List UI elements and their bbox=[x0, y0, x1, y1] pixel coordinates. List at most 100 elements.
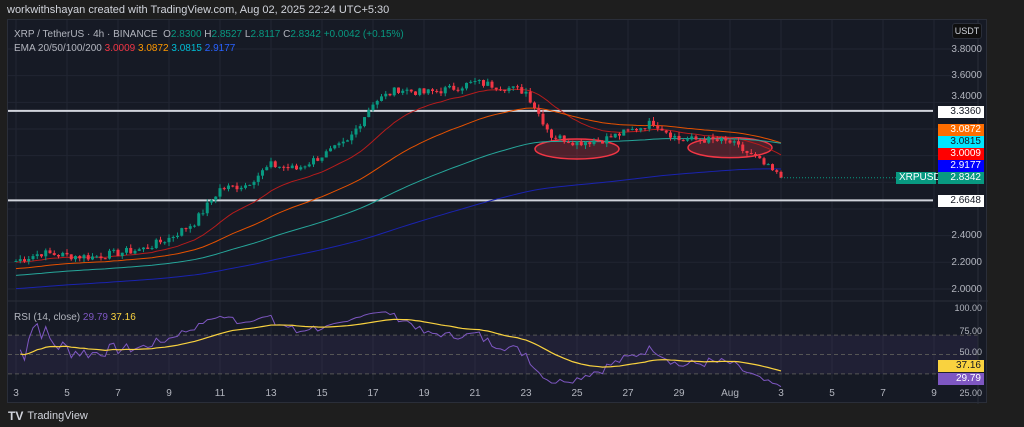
candle bbox=[771, 164, 774, 171]
candle bbox=[741, 144, 745, 151]
candle bbox=[350, 134, 354, 141]
candle bbox=[69, 254, 73, 260]
candle bbox=[605, 136, 609, 144]
ema100-price-tag: 3.0815 bbox=[938, 136, 984, 148]
candle bbox=[95, 256, 99, 258]
candle bbox=[469, 81, 473, 83]
candle bbox=[775, 170, 779, 172]
candle bbox=[316, 158, 320, 161]
ema200-price-tag: 2.9177 bbox=[938, 160, 984, 172]
candle bbox=[65, 252, 69, 255]
rsi-axis-label: 100.00 bbox=[954, 303, 982, 313]
candle bbox=[486, 81, 490, 86]
candle bbox=[388, 93, 392, 96]
candle bbox=[609, 136, 613, 138]
candle bbox=[584, 142, 587, 146]
candle bbox=[346, 140, 349, 142]
time-axis-label: 15 bbox=[316, 388, 328, 399]
candle bbox=[732, 141, 736, 143]
candle bbox=[341, 141, 345, 144]
candle bbox=[133, 250, 137, 254]
candle bbox=[779, 171, 783, 178]
rsi-axis-label: 75.00 bbox=[959, 326, 982, 336]
candle bbox=[711, 136, 715, 140]
candle bbox=[562, 135, 566, 142]
candle bbox=[443, 87, 447, 94]
candle bbox=[52, 253, 56, 255]
price-axis-label: 3.8000 bbox=[951, 44, 982, 55]
candle bbox=[707, 136, 711, 143]
candle bbox=[630, 128, 634, 130]
time-axis-label: 7 bbox=[115, 388, 121, 399]
candle bbox=[180, 228, 184, 236]
tradingview-logo[interactable]: TV TradingView bbox=[8, 409, 88, 423]
candle bbox=[61, 252, 65, 257]
price-axis-label: 2.2000 bbox=[951, 257, 982, 268]
candle bbox=[303, 166, 307, 168]
candle bbox=[278, 166, 281, 168]
candle bbox=[694, 136, 698, 140]
candle bbox=[299, 167, 303, 170]
candle bbox=[244, 185, 247, 188]
ema-label[interactable]: EMA 20/50/100/200 bbox=[14, 43, 102, 54]
chart-canvas[interactable] bbox=[8, 20, 988, 404]
rsi-value: 29.79 bbox=[82, 312, 108, 323]
candle bbox=[592, 140, 596, 145]
candle bbox=[214, 196, 218, 201]
candle bbox=[222, 188, 226, 190]
currency-button[interactable]: USDT bbox=[952, 23, 982, 39]
candle bbox=[477, 80, 481, 82]
candle bbox=[571, 142, 575, 146]
candle bbox=[588, 142, 592, 145]
time-axis-label: 5 bbox=[64, 388, 70, 399]
candle bbox=[558, 135, 562, 139]
rsi-legend[interactable]: RSI (14, close) 29.79 37.16 bbox=[14, 312, 136, 324]
candle bbox=[545, 124, 549, 130]
candle bbox=[507, 87, 511, 92]
rsi-tag: 29.79 bbox=[938, 373, 984, 385]
candle bbox=[405, 89, 409, 91]
chart-frame[interactable]: XRP / TetherUS · 4h · BINANCE O2.8300 H2… bbox=[7, 19, 988, 404]
candle bbox=[681, 140, 685, 142]
candle bbox=[664, 130, 668, 133]
candle bbox=[647, 120, 651, 129]
candle bbox=[27, 258, 31, 262]
last-price-tag: 2.8342 bbox=[938, 172, 984, 184]
price-axis-label: 2.0000 bbox=[951, 284, 982, 295]
candle bbox=[44, 250, 48, 257]
candle bbox=[176, 235, 179, 237]
time-axis-label: 9 bbox=[931, 388, 937, 399]
ema100-value: 3.0815 bbox=[171, 43, 202, 54]
candle bbox=[137, 249, 141, 251]
candle bbox=[295, 165, 298, 170]
open-label: O bbox=[163, 29, 171, 40]
resistance-price-tag: 3.3360 bbox=[938, 106, 984, 118]
candle bbox=[129, 247, 133, 254]
candle bbox=[248, 184, 252, 186]
symbol-title[interactable]: XRP / TetherUS · 4h · BINANCE bbox=[14, 29, 158, 40]
candle bbox=[286, 167, 290, 169]
candle bbox=[626, 129, 630, 131]
candle bbox=[239, 187, 243, 190]
candle bbox=[656, 125, 660, 129]
candle bbox=[490, 81, 494, 88]
candle bbox=[567, 141, 570, 143]
time-axis-label: 7 bbox=[880, 388, 886, 399]
high-label: H bbox=[204, 29, 212, 40]
candle bbox=[125, 247, 128, 253]
candle bbox=[307, 164, 311, 167]
ema20-price-tag: 3.0009 bbox=[938, 148, 984, 160]
time-axis-label: 21 bbox=[469, 388, 481, 399]
candle bbox=[448, 85, 451, 88]
candle bbox=[265, 167, 269, 171]
candle bbox=[99, 256, 103, 259]
candle bbox=[622, 129, 626, 136]
candle bbox=[78, 256, 82, 259]
time-axis-label: 19 bbox=[418, 388, 430, 399]
low-label: L bbox=[244, 29, 251, 40]
candle bbox=[210, 200, 213, 203]
candle bbox=[669, 132, 672, 138]
candle bbox=[14, 261, 18, 263]
time-axis-label: 27 bbox=[622, 388, 634, 399]
candle bbox=[579, 141, 583, 146]
